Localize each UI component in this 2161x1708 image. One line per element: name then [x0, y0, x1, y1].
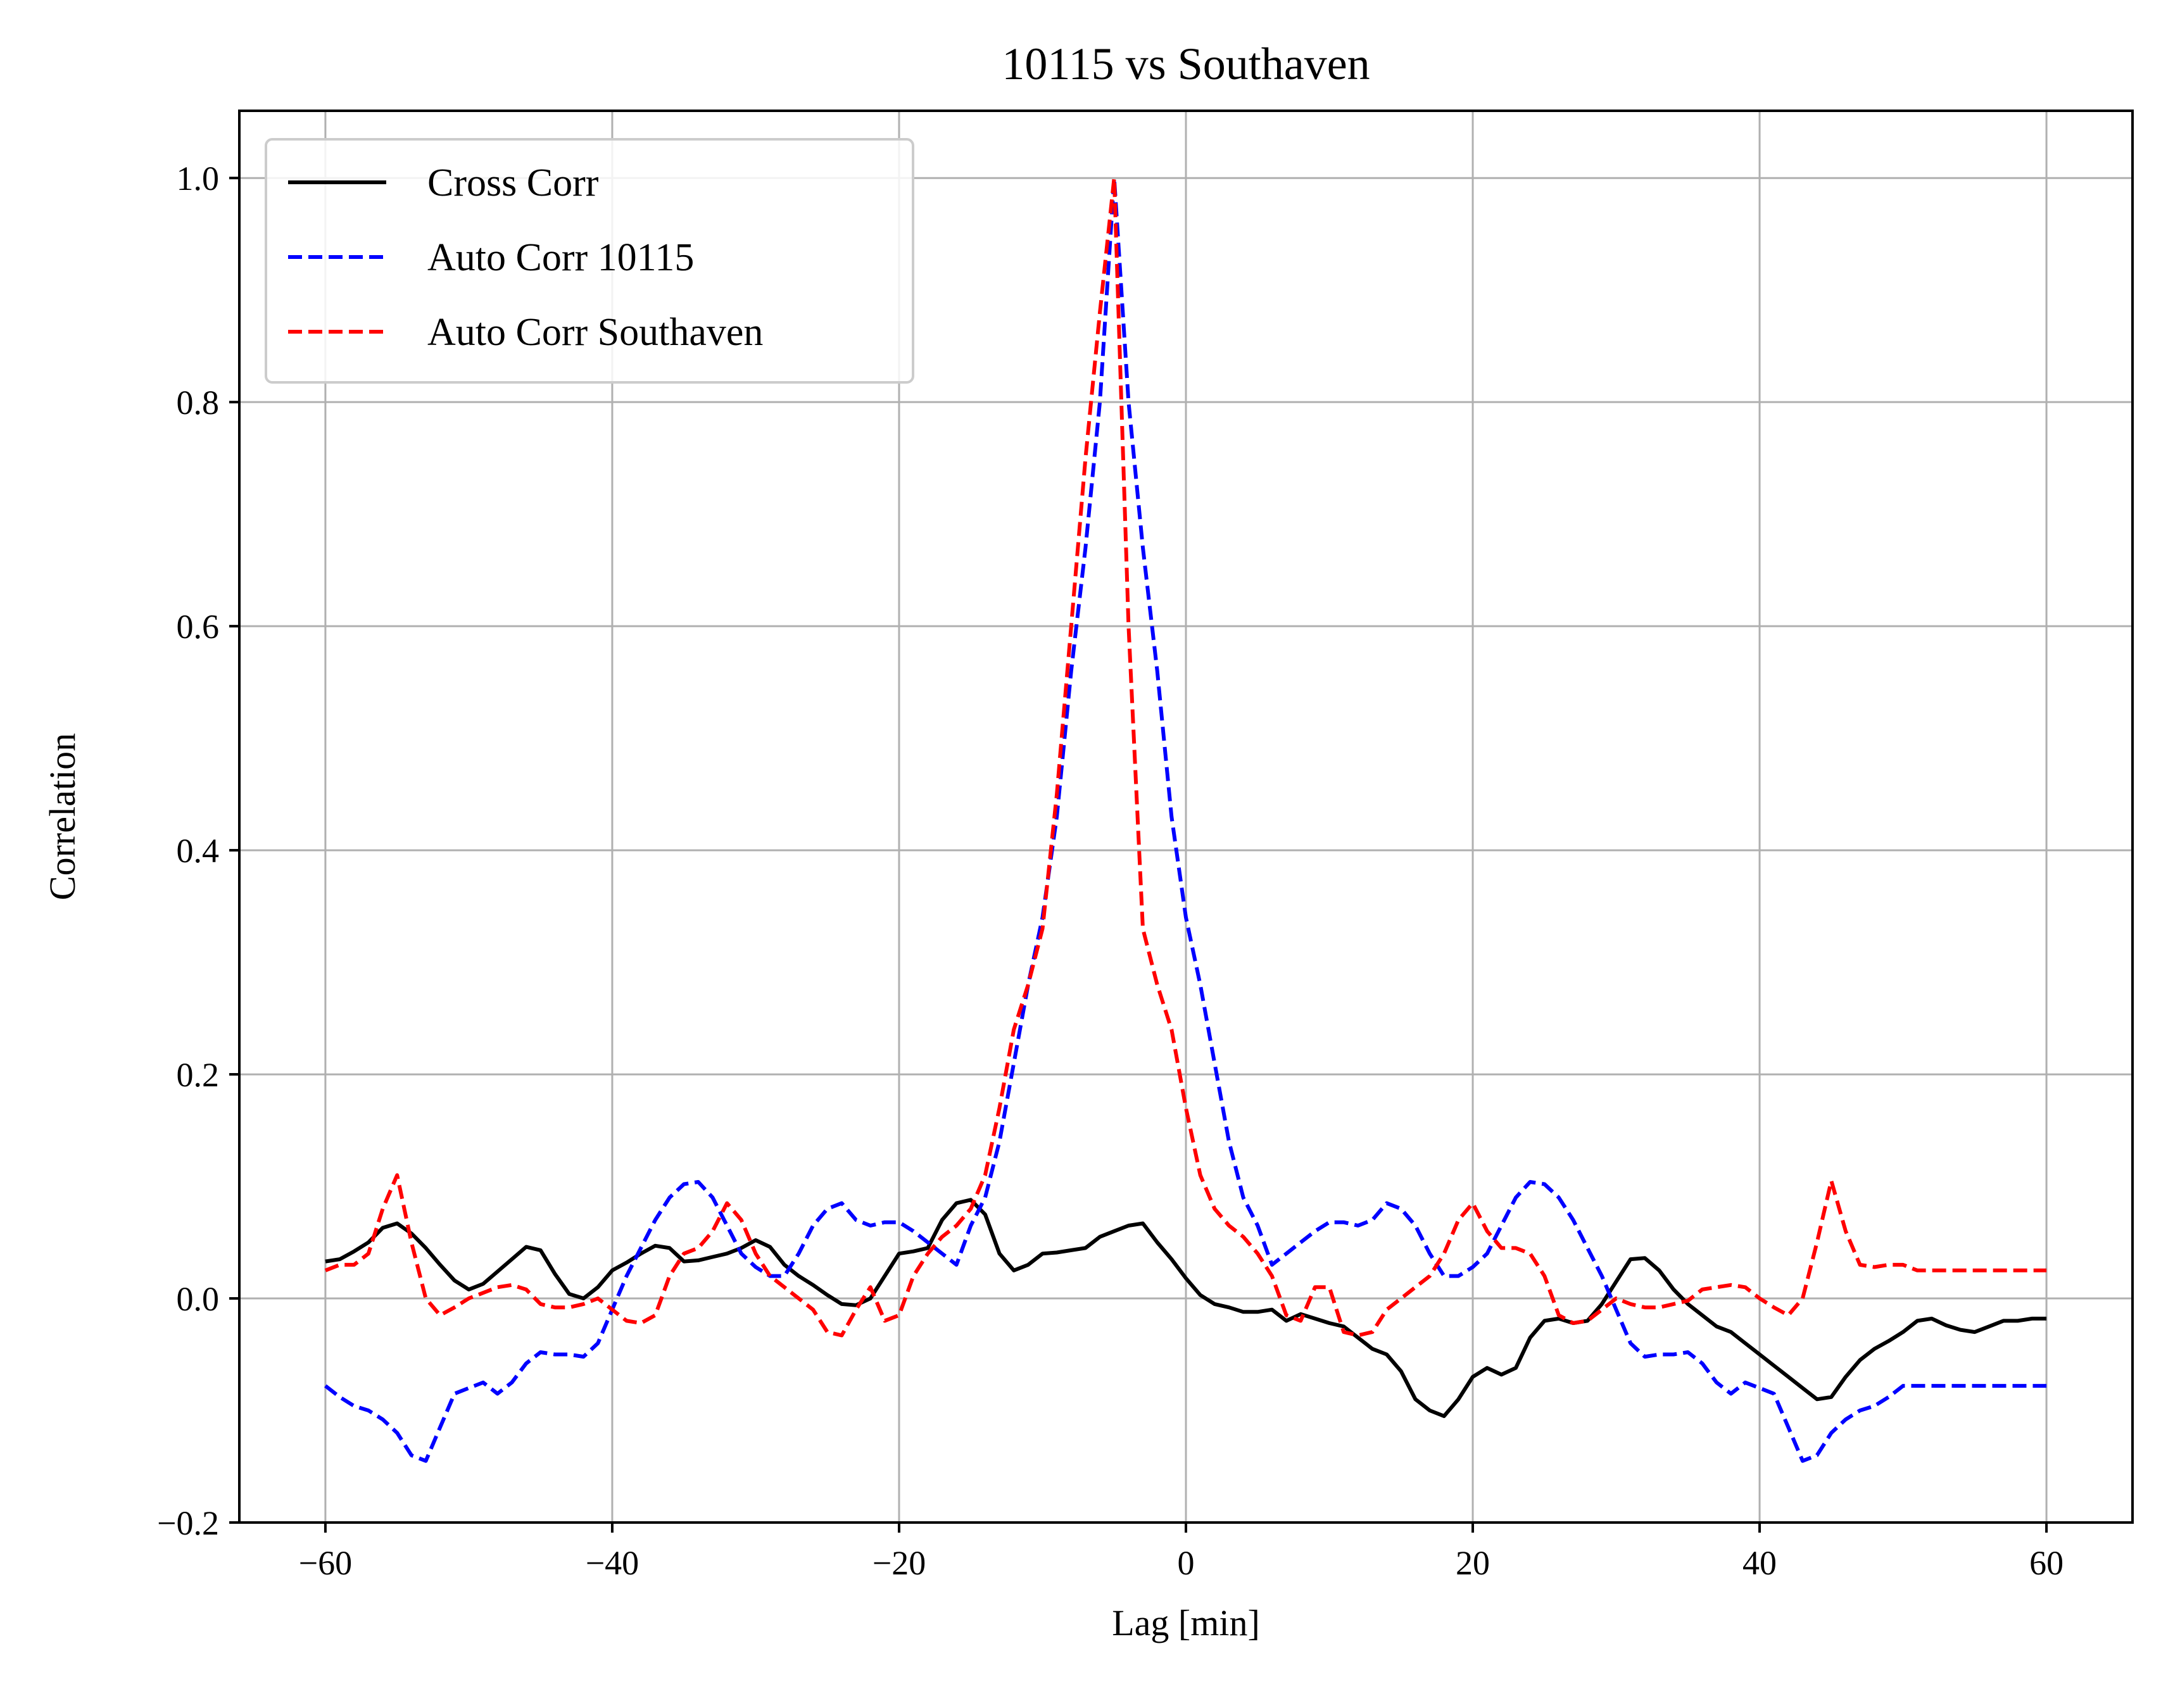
legend-label-auto-corr-southaven: Auto Corr Southaven: [427, 311, 763, 354]
y-tick-label: 0.2: [177, 1056, 220, 1094]
legend-box: [265, 138, 914, 384]
y-axis: −0.2 0.0 0.2 0.4 0.6 0.8 1.0: [157, 160, 239, 1542]
y-axis-label: Correlation: [42, 733, 83, 900]
y-tick-label: −0.2: [157, 1504, 219, 1542]
legend-label-cross-corr: Cross Corr: [427, 161, 599, 204]
y-tick-label: 0.6: [177, 608, 220, 646]
y-tick-label: 1.0: [177, 160, 220, 198]
x-tick-label: −40: [586, 1544, 639, 1582]
series-line-cross-corr: [325, 1198, 2047, 1418]
x-tick-label: 0: [1178, 1544, 1195, 1582]
chart-title: 10115 vs Southaven: [1002, 39, 1370, 89]
x-tick-label: 40: [1742, 1544, 1777, 1582]
x-tick-label: −20: [873, 1544, 926, 1582]
y-tick-label: 0.0: [177, 1280, 220, 1318]
legend: Cross Corr Auto Corr 10115 Auto Corr South…: [265, 138, 914, 384]
y-tick-label: 0.8: [177, 384, 220, 422]
x-axis: −60 −40 −20 0 20 40 60: [299, 1523, 2063, 1582]
legend-label-auto-corr-10115: Auto Corr 10115: [427, 236, 694, 279]
x-tick-label: 20: [1456, 1544, 1490, 1582]
series-line-auto-corr-southaven: [324, 176, 2047, 1338]
y-tick-label: 0.4: [177, 832, 220, 870]
x-axis-label: Lag [min]: [1112, 1602, 1260, 1643]
x-tick-label: −60: [299, 1544, 352, 1582]
series-layer: [324, 176, 2047, 1463]
x-tick-label: 60: [2029, 1544, 2063, 1582]
